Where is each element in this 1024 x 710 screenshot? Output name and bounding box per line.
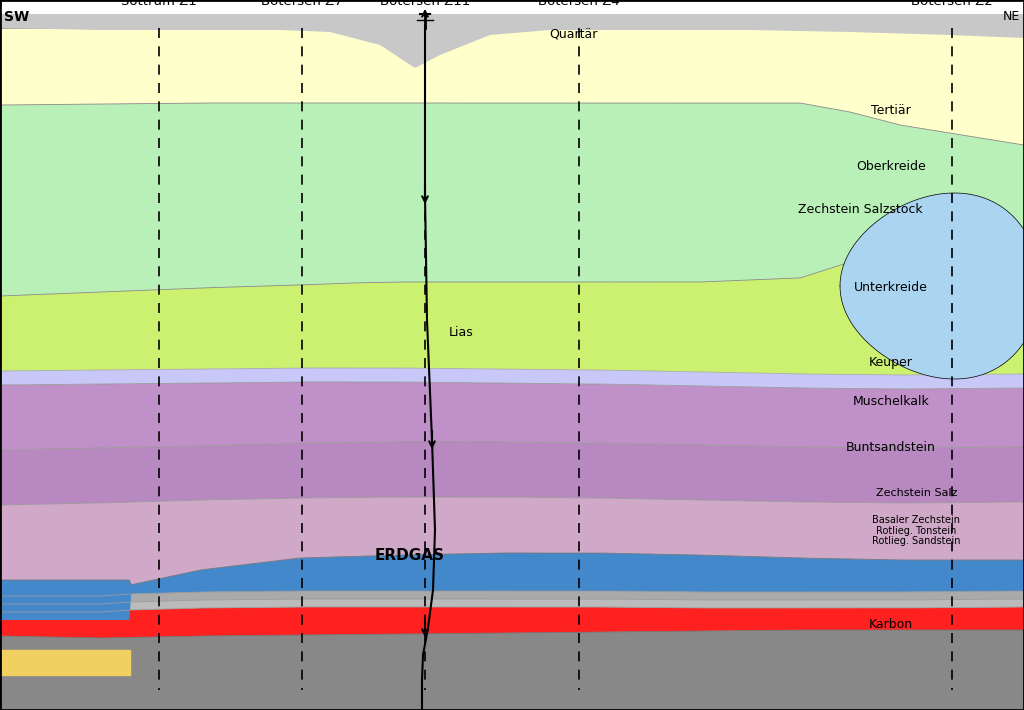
Polygon shape — [0, 599, 1024, 612]
Polygon shape — [0, 553, 1024, 620]
Text: Basaler Zechstein: Basaler Zechstein — [872, 515, 961, 525]
Polygon shape — [0, 630, 1024, 710]
Polygon shape — [0, 607, 1024, 638]
Text: Bötersen Z2: Bötersen Z2 — [911, 0, 993, 8]
Polygon shape — [0, 442, 1024, 505]
Polygon shape — [0, 650, 130, 675]
Polygon shape — [0, 240, 1024, 375]
Text: Quartär: Quartär — [549, 28, 598, 40]
Text: Rotlieg. Sandstein: Rotlieg. Sandstein — [872, 536, 961, 546]
Text: SW: SW — [4, 10, 30, 24]
Text: Zechstein Salz: Zechstein Salz — [876, 488, 957, 498]
Text: Zechstein Salzstock: Zechstein Salzstock — [798, 203, 923, 216]
Text: Bötersen Z11: Bötersen Z11 — [380, 0, 470, 8]
Text: NE: NE — [1002, 10, 1020, 23]
Polygon shape — [0, 28, 1024, 145]
Polygon shape — [0, 382, 1024, 450]
Text: Keuper: Keuper — [869, 356, 912, 368]
Polygon shape — [840, 193, 1024, 379]
Text: Muschelkalk: Muschelkalk — [853, 395, 929, 408]
Polygon shape — [0, 591, 1024, 604]
Text: Oberkreide: Oberkreide — [856, 160, 926, 173]
Polygon shape — [0, 14, 1024, 67]
Polygon shape — [0, 497, 1024, 585]
Polygon shape — [0, 368, 1024, 389]
Text: Bötersen Z4: Bötersen Z4 — [538, 0, 620, 8]
Text: Sottrum Z1: Sottrum Z1 — [121, 0, 197, 8]
Text: Karbon: Karbon — [868, 618, 913, 631]
Text: ERDGAS: ERDGAS — [375, 547, 444, 563]
Text: Unterkreide: Unterkreide — [854, 281, 928, 294]
Text: Rotlieg. Tonstein: Rotlieg. Tonstein — [877, 526, 956, 536]
Text: Bötersen Z7: Bötersen Z7 — [261, 0, 343, 8]
Text: Tertiär: Tertiär — [871, 104, 910, 116]
Text: Buntsandstein: Buntsandstein — [846, 441, 936, 454]
Polygon shape — [0, 103, 1024, 296]
Text: Lias: Lias — [449, 326, 473, 339]
Polygon shape — [0, 630, 1024, 710]
